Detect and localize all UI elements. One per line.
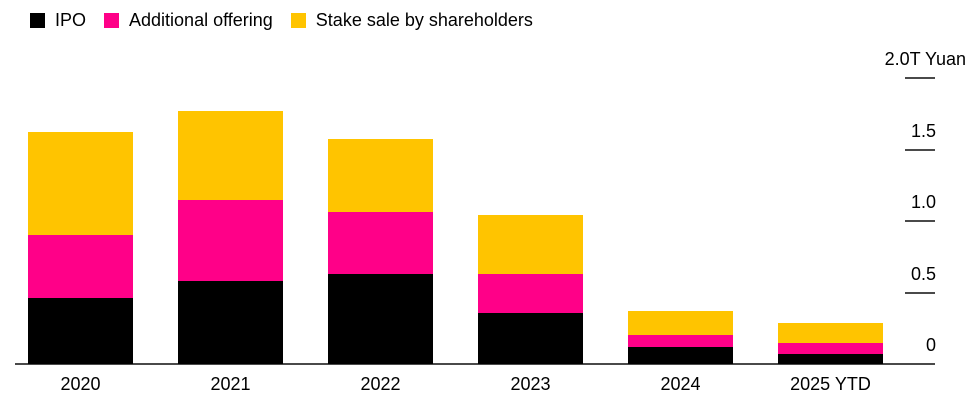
- bar-segment-stake-sale-by-shareholders: [778, 322, 883, 343]
- bar-segment-ipo: [478, 312, 583, 364]
- bar-segment-additional-offering: [628, 335, 733, 347]
- x-axis-label: 2022: [360, 374, 401, 394]
- y-axis-tick: [905, 220, 935, 222]
- bar-segment-ipo: [778, 353, 883, 364]
- legend-swatch-ipo: [30, 13, 45, 28]
- legend-label-stake-sale: Stake sale by shareholders: [315, 10, 533, 30]
- legend-swatch-stake-sale: [290, 13, 306, 28]
- x-axis-label: 2021: [210, 374, 251, 394]
- y-axis-tick: [905, 148, 935, 151]
- bar-segment-stake-sale-by-shareholders: [178, 110, 283, 200]
- bar-segment-ipo: [628, 346, 733, 364]
- x-axis-line: [15, 363, 935, 365]
- bar-segment-stake-sale-by-shareholders: [478, 215, 583, 274]
- legend-item-ipo: IPO: [30, 10, 86, 31]
- bar-segment-additional-offering: [328, 212, 433, 274]
- legend-label-additional-offering: Additional offering: [129, 10, 273, 30]
- bar-segment-additional-offering: [28, 235, 133, 299]
- x-axis-label: 2025 YTD: [790, 374, 871, 394]
- y-axis-label: 0.5: [910, 263, 936, 284]
- x-axis-label: 2023: [510, 374, 551, 394]
- bar-segment-additional-offering: [778, 342, 883, 354]
- legend-label-ipo: IPO: [55, 10, 87, 30]
- bar-segment-stake-sale-by-shareholders: [28, 132, 133, 236]
- bar-segment-stake-sale-by-shareholders: [328, 139, 433, 213]
- y-axis-tick: [905, 291, 935, 294]
- chart-legend: IPO Additional offering Stake sale by sh…: [30, 10, 533, 31]
- legend-swatch-additional-offering: [104, 13, 120, 28]
- x-axis-label: 2024: [660, 374, 701, 394]
- bar-segment-additional-offering: [478, 273, 583, 313]
- bar-segment-ipo: [328, 273, 433, 364]
- bar-segment-stake-sale-by-shareholders: [628, 311, 733, 336]
- y-axis-label: 1.0: [910, 192, 936, 212]
- y-axis-tick: [905, 77, 935, 79]
- y-axis-label: 0: [925, 335, 936, 355]
- bar-segment-ipo: [28, 298, 133, 364]
- y-axis-label: 2.0T Yuan: [884, 49, 966, 69]
- y-axis-label: 1.5: [910, 120, 936, 141]
- legend-item-stake-sale: Stake sale by shareholders: [290, 10, 533, 31]
- bar-segment-additional-offering: [178, 199, 283, 282]
- x-axis-label: 2020: [60, 374, 101, 394]
- legend-item-additional-offering: Additional offering: [104, 10, 273, 31]
- bar-segment-ipo: [178, 281, 283, 364]
